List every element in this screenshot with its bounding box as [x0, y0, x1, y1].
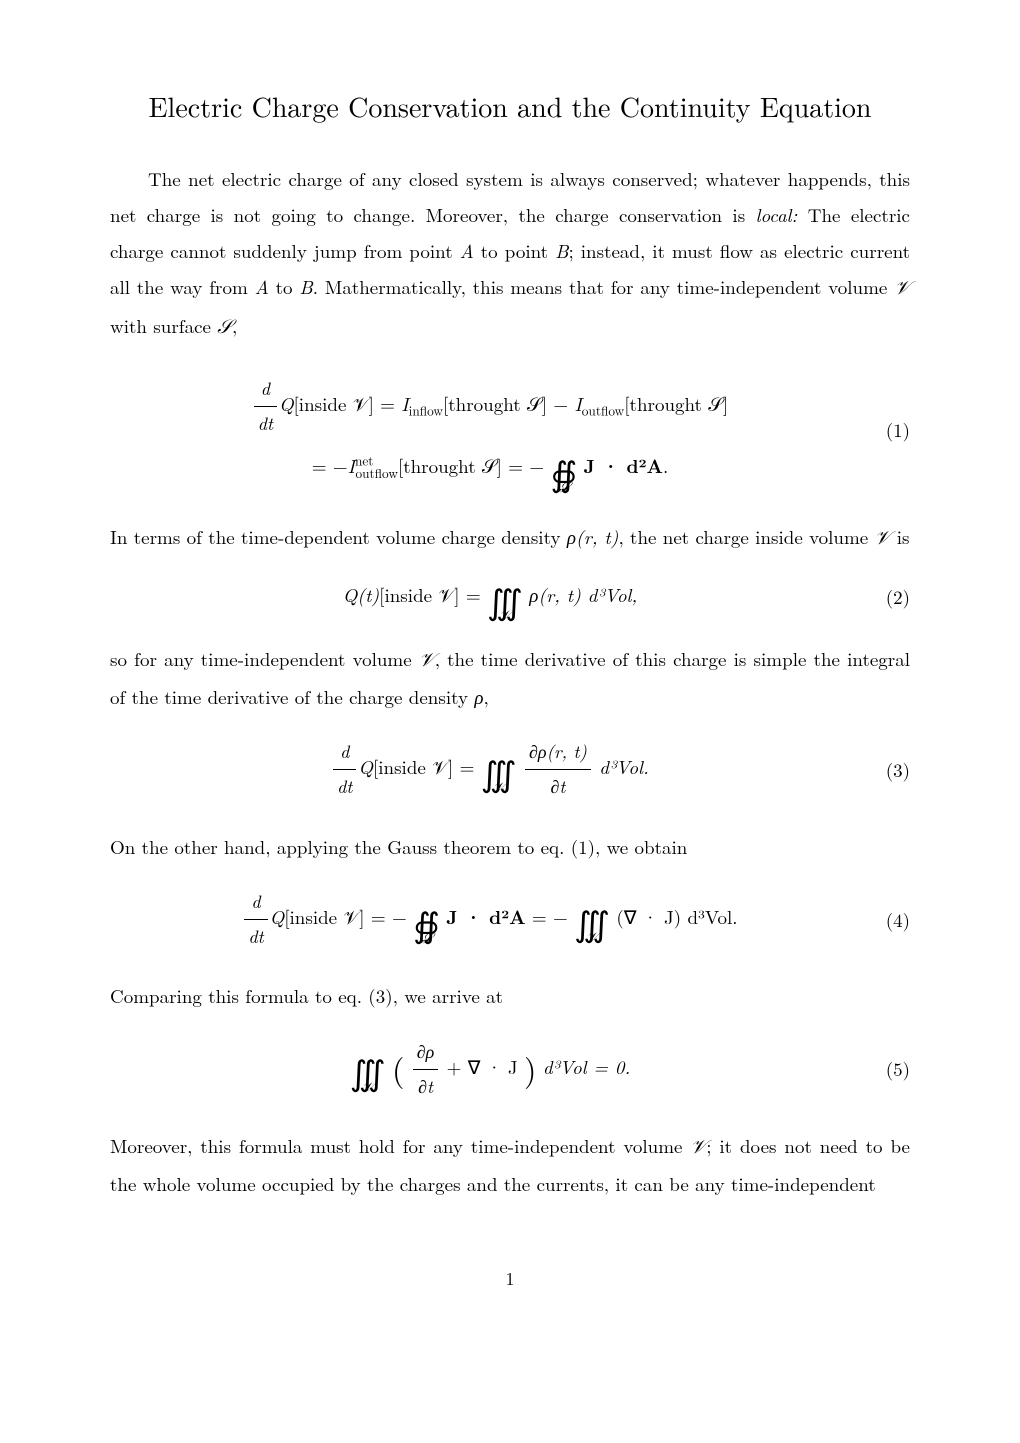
numerator: ∂ρ — [413, 1035, 439, 1070]
equation-number: (4) — [870, 902, 910, 938]
volume-integral: ∭𝒱 — [487, 579, 523, 617]
text-italic: local: — [756, 201, 798, 228]
paragraph-5: Comparing this formula to eq. (3), we ar… — [110, 978, 910, 1014]
equals: = — [460, 581, 487, 608]
page-number: 1 — [110, 1262, 910, 1296]
numerator: ∂ρ(r, t) — [525, 735, 591, 770]
equals: = − — [312, 452, 348, 479]
text: with surface — [110, 312, 217, 339]
text: In terms of the time-dependent volume ch… — [110, 523, 567, 550]
bracket-text: [inside 𝒱] — [379, 581, 459, 608]
text: , — [232, 312, 237, 339]
integrand: (∇ · J) d³Vol. — [616, 903, 737, 930]
bracket-text: [throught 𝒮] — [398, 452, 502, 479]
equation-body: ∭𝒱 ( ∂ρ∂t + ∇ · J ) d³Vol = 0. — [110, 1035, 870, 1105]
var-rho: ρ(r, t) — [567, 523, 619, 550]
text: so for any time-independent volume — [110, 645, 419, 672]
equation-number: (3) — [870, 752, 910, 788]
bracket-text: [inside 𝒱] — [284, 903, 364, 930]
subscript: outflow — [582, 400, 624, 419]
var-volume: 𝒱 — [690, 1137, 706, 1158]
integrand: J · d²A — [584, 452, 663, 479]
paragraph-1: The net electric charge of any closed sy… — [110, 161, 910, 345]
period: . — [663, 452, 668, 479]
var-I: I — [348, 452, 355, 479]
surface-integral: ∯𝒮 — [550, 449, 577, 489]
paragraph-4: On the other hand, applying the Gauss th… — [110, 829, 910, 865]
equation-number: (2) — [870, 579, 910, 615]
numerator: d — [254, 372, 277, 407]
left-paren: ( — [392, 1053, 404, 1085]
var-I: I — [401, 390, 408, 417]
bracket-text: [throught 𝒮] — [443, 390, 547, 417]
volume-integral: ∭𝒱 — [481, 751, 517, 789]
d3vol: d³Vol. — [599, 753, 649, 780]
text: Moreover, this formula must hold for any… — [110, 1132, 690, 1159]
equals: = − — [532, 903, 568, 930]
equals: = − — [502, 452, 544, 479]
volume-integral: ∭𝒱 — [350, 1050, 386, 1088]
var-surface: 𝒮 — [217, 317, 232, 338]
text: is — [890, 523, 909, 550]
text: , the net charge inside volume — [618, 523, 874, 550]
equation-2: Q(t)[inside 𝒱] = ∭𝒱 ρ(r, t) d³Vol, (2) — [110, 577, 910, 617]
var-Q: Q — [270, 903, 285, 930]
equals: = — [453, 753, 480, 780]
integrand: J · d²A — [446, 902, 525, 930]
paragraph-3: so for any time-independent volume 𝒱, th… — [110, 641, 910, 715]
var-Q: Q — [279, 390, 294, 417]
denominator: dt — [244, 920, 267, 954]
numerator: d — [333, 735, 356, 770]
var-B: B — [555, 237, 568, 264]
bracket-text: [inside 𝒱] — [373, 753, 453, 780]
var-I: I — [574, 390, 581, 417]
page-title: Electric Charge Conservation and the Con… — [110, 80, 910, 133]
equals: = — [374, 390, 401, 417]
integrand: ρ(r, t) d³Vol, — [529, 581, 637, 608]
var-volume: 𝒱 — [419, 650, 435, 671]
equals: = − — [365, 903, 407, 930]
plus-div: + ∇ · J — [447, 1052, 518, 1079]
minus: − — [547, 390, 574, 417]
var-volume: 𝒱 — [894, 278, 910, 299]
denominator: dt — [254, 407, 277, 441]
text: . Mathermatically, this means that for a… — [313, 273, 894, 300]
subscript: outflow — [355, 463, 397, 482]
text: to — [269, 273, 300, 300]
paragraph-2: In terms of the time-dependent volume ch… — [110, 519, 910, 557]
equation-body: ddtQ[inside 𝒱] = ∭𝒱 ∂ρ(r, t)∂t d³Vol. — [110, 735, 870, 805]
equation-number: (5) — [870, 1051, 910, 1087]
right-paren: ) — [524, 1053, 536, 1085]
bracket-text: [inside 𝒱] — [294, 390, 374, 417]
page: Electric Charge Conservation and the Con… — [0, 0, 1020, 1443]
text: , — [483, 683, 488, 710]
d3vol: d³Vol = 0. — [543, 1052, 630, 1079]
var-A: A — [460, 237, 474, 264]
denominator: dt — [333, 770, 356, 804]
equation-body: ddtQ[inside 𝒱] = Iinflow[throught 𝒮] − I… — [110, 366, 870, 495]
numerator: d — [244, 885, 267, 920]
subscript: inflow — [409, 400, 443, 419]
equation-5: ∭𝒱 ( ∂ρ∂t + ∇ · J ) d³Vol = 0. (5) — [110, 1035, 910, 1105]
denominator: ∂t — [413, 1070, 439, 1104]
equation-number: (1) — [870, 412, 910, 448]
equation-1: ddtQ[inside 𝒱] = Iinflow[throught 𝒮] − I… — [110, 366, 910, 495]
equation-body: Q(t)[inside 𝒱] = ∭𝒱 ρ(r, t) d³Vol, — [110, 577, 870, 617]
var-Q: Q(t) — [343, 581, 379, 608]
bracket-text: [throught 𝒮] — [624, 390, 728, 417]
paragraph-6: Moreover, this formula must hold for any… — [110, 1128, 910, 1202]
var-Q: Q — [358, 753, 373, 780]
equation-4: ddtQ[inside 𝒱] = − ∯𝒮 J · d²A = − ∭𝒱 (∇ … — [110, 885, 910, 955]
surface-integral: ∯𝒮 — [413, 900, 440, 940]
var-B: B — [299, 273, 312, 300]
var-A: A — [255, 273, 269, 300]
volume-integral: ∭𝒱 — [574, 901, 610, 939]
text: to point — [474, 237, 555, 264]
equation-body: ddtQ[inside 𝒱] = − ∯𝒮 J · d²A = − ∭𝒱 (∇ … — [110, 885, 870, 955]
var-volume: 𝒱 — [875, 528, 891, 549]
denominator: ∂t — [525, 770, 591, 804]
equation-3: ddtQ[inside 𝒱] = ∭𝒱 ∂ρ(r, t)∂t d³Vol. (3… — [110, 735, 910, 805]
